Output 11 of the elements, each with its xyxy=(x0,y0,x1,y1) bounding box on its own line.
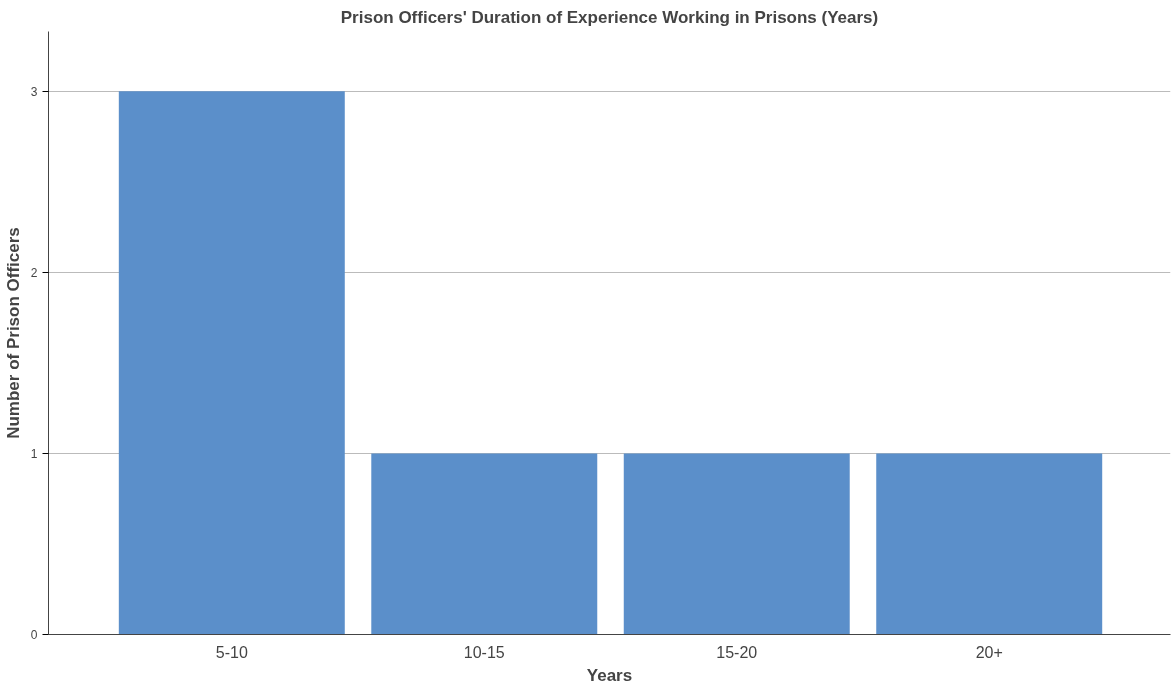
y-tick-label: 0 xyxy=(30,628,38,642)
y-tick-label: 1 xyxy=(30,446,38,461)
x-axis-title: Years xyxy=(586,665,633,685)
x-tick-label: 10-15 xyxy=(463,643,505,661)
x-tick-label: 15-20 xyxy=(716,643,758,661)
chart-title: Prison Officers' Duration of Experience Working in Prisons (Years) xyxy=(340,7,879,27)
x-tick-label: 5-10 xyxy=(215,643,248,661)
y-tick-label: 2 xyxy=(30,265,38,280)
y-axis-title: Number of Prison Officers xyxy=(3,227,23,439)
x-tick-label: 20+ xyxy=(975,643,1003,661)
y-tick-label: 3 xyxy=(30,84,38,99)
